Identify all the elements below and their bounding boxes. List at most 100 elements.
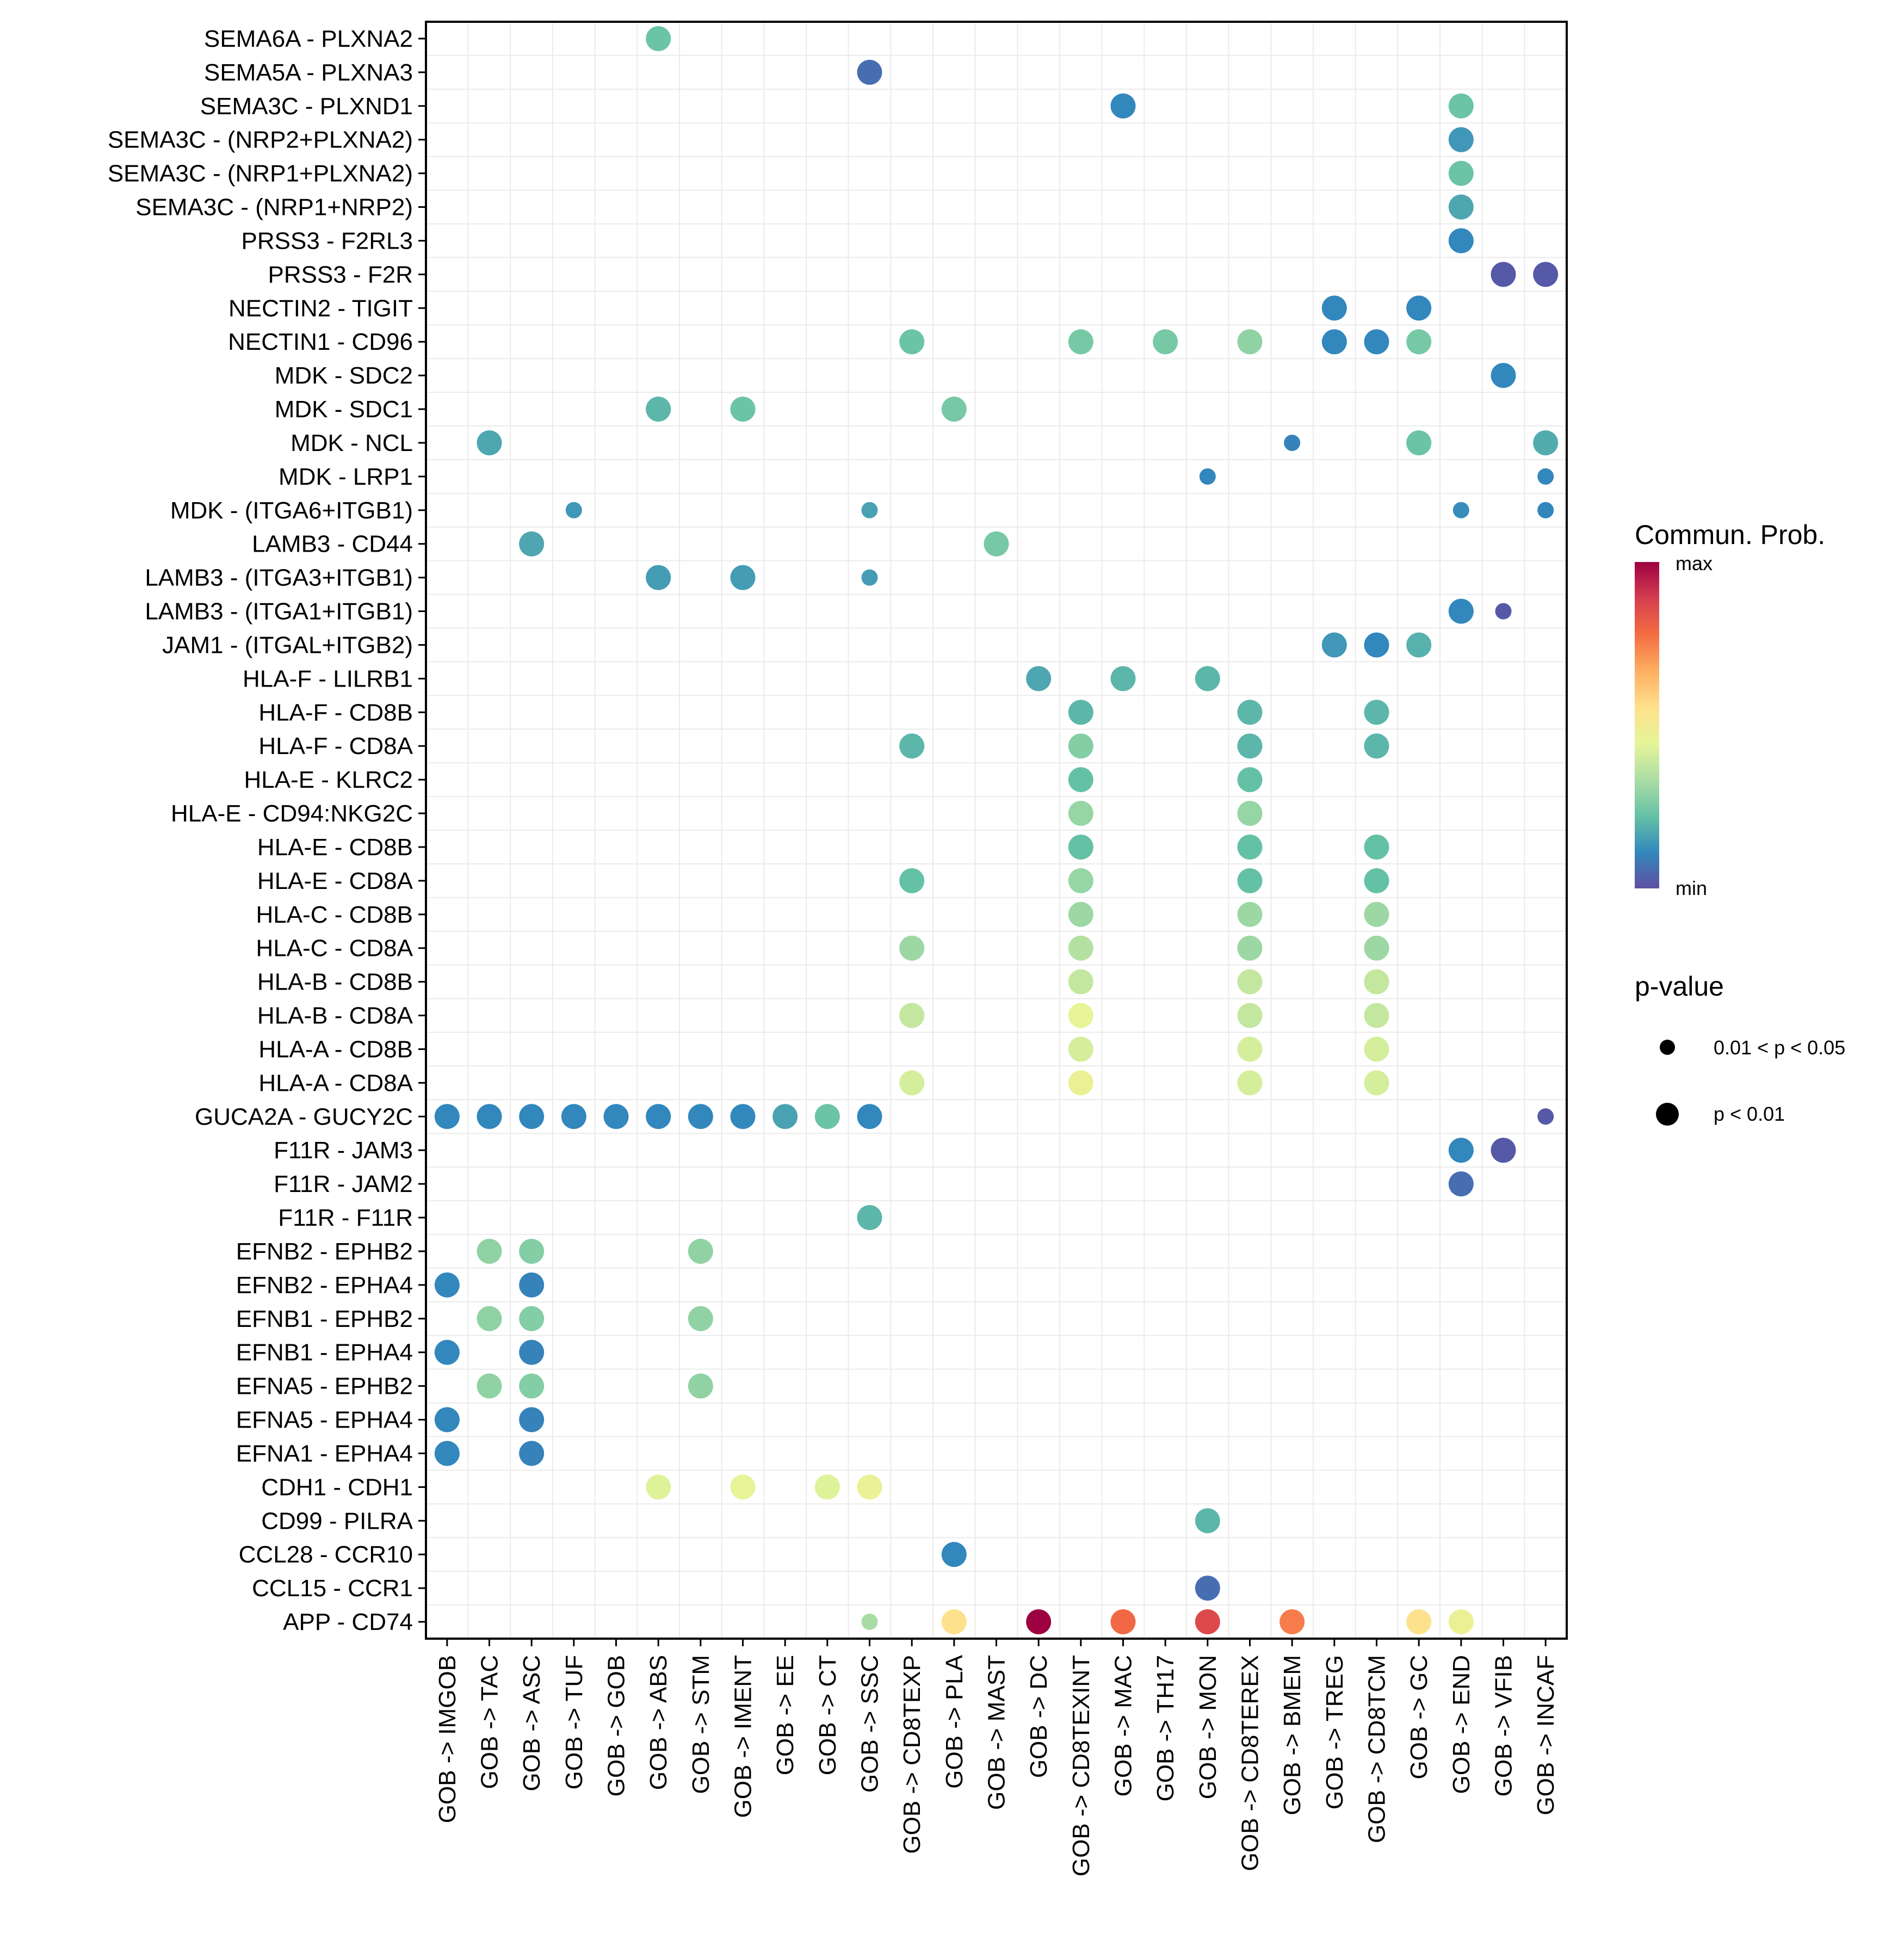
data-point <box>1448 228 1474 254</box>
x-tick-label: GOB -> CD8TEXINT <box>1068 1655 1095 1876</box>
y-tick-label: GUCA2A - GUCY2C <box>195 1103 413 1130</box>
y-tick-label: F11R - JAM3 <box>274 1137 413 1164</box>
legend: Commun. Prob. max min p-value 0.01 < p <… <box>1635 520 1845 1126</box>
data-point <box>1448 1171 1474 1197</box>
y-tick-label: HLA-C - CD8B <box>256 901 413 928</box>
data-point <box>1406 1609 1432 1635</box>
data-point <box>730 565 756 590</box>
x-tick-label: GOB -> GOB <box>603 1655 630 1796</box>
data-point <box>519 1339 545 1365</box>
data-point <box>1068 733 1093 759</box>
y-tick-label: HLA-B - CD8B <box>257 969 413 996</box>
data-point <box>1237 969 1263 995</box>
y-tick-label: SEMA5A - PLXNA3 <box>204 59 413 86</box>
data-point <box>561 1104 586 1129</box>
y-tick-label: EFNB1 - EPHA4 <box>236 1339 413 1366</box>
y-tick-label: CCL28 - CCR10 <box>239 1541 413 1568</box>
data-point <box>1068 700 1093 725</box>
size-legend-title: p-value <box>1635 971 1724 1002</box>
data-point <box>519 1373 545 1399</box>
data-point <box>519 1306 545 1331</box>
data-point <box>1068 767 1093 793</box>
data-point <box>1406 430 1432 455</box>
x-tick-label: GOB -> CT <box>814 1655 841 1775</box>
y-tick-label: SEMA3C - PLXND1 <box>200 93 413 120</box>
data-point <box>941 397 967 422</box>
data-point <box>1406 295 1432 321</box>
x-tick-label: GOB -> END <box>1448 1655 1475 1794</box>
data-point <box>1195 666 1220 691</box>
data-point <box>1364 969 1389 995</box>
data-point <box>857 1205 882 1231</box>
data-point <box>1195 1609 1220 1635</box>
size-legend-large-dot <box>1656 1103 1679 1126</box>
data-point <box>1364 1070 1389 1096</box>
y-tick-label: APP - CD74 <box>283 1609 413 1635</box>
data-point <box>1448 598 1474 624</box>
data-point <box>1364 733 1389 759</box>
data-point <box>1364 700 1389 725</box>
x-tick-label: GOB -> ASC <box>518 1655 545 1792</box>
x-tick-label: GOB -> MON <box>1195 1655 1221 1799</box>
size-legend-small-label: 0.01 < p < 0.05 <box>1714 1036 1845 1059</box>
data-point <box>857 59 882 85</box>
y-tick-label: PRSS3 - F2R <box>268 261 413 288</box>
x-tick-label: GOB -> MAC <box>1110 1655 1137 1796</box>
size-legend-large-label: p < 0.01 <box>1714 1103 1785 1125</box>
size-legend-small-dot <box>1660 1040 1675 1055</box>
y-tick-label: HLA-A - CD8B <box>258 1036 413 1063</box>
data-point <box>1237 868 1263 893</box>
x-tick-label: GOB -> CD8TCM <box>1364 1655 1390 1843</box>
data-point <box>1199 468 1216 485</box>
x-tick-label: GOB -> GC <box>1406 1655 1432 1780</box>
data-point <box>861 569 878 586</box>
x-tick-label: GOB -> TUF <box>561 1655 588 1789</box>
data-point <box>1237 733 1263 759</box>
data-point <box>730 397 756 422</box>
y-tick-label: CCL15 - CCR1 <box>252 1575 413 1602</box>
data-point <box>857 1104 882 1129</box>
y-axis-labels: SEMA6A - PLXNA2 SEMA5A - PLXNA3 SEMA3C - P… <box>108 26 426 1635</box>
y-tick-label: SEMA6A - PLXNA2 <box>204 26 413 52</box>
data-point <box>646 565 671 590</box>
data-point <box>1321 632 1347 658</box>
data-point <box>1533 262 1559 287</box>
y-tick-label: HLA-F - LILRB1 <box>243 665 413 692</box>
data-point <box>1364 868 1389 893</box>
data-point <box>1448 160 1474 186</box>
data-point <box>899 1003 925 1028</box>
data-point <box>1110 93 1136 119</box>
data-point <box>1068 834 1093 860</box>
data-point <box>1495 603 1512 620</box>
y-tick-label: HLA-A - CD8A <box>258 1070 413 1096</box>
data-point <box>1068 1003 1093 1028</box>
data-point <box>899 1070 925 1096</box>
data-point <box>1284 434 1301 451</box>
data-point <box>477 1306 502 1331</box>
data-point <box>899 935 925 961</box>
y-tick-label: LAMB3 - (ITGA3+ITGB1) <box>145 565 413 591</box>
data-point <box>1068 801 1093 826</box>
data-point <box>1364 632 1389 658</box>
y-tick-label: SEMA3C - (NRP1+NRP2) <box>135 194 413 221</box>
data-point <box>772 1104 798 1129</box>
data-point <box>1026 1609 1052 1635</box>
data-point <box>1533 430 1559 455</box>
data-point <box>1068 935 1093 961</box>
y-tick-label: MDK - (ITGA6+ITGB1) <box>170 497 413 524</box>
data-point <box>730 1474 756 1500</box>
data-point <box>1237 1070 1263 1096</box>
x-tick-label: GOB -> EE <box>772 1655 799 1775</box>
data-point <box>1110 666 1136 691</box>
data-point <box>1068 329 1093 355</box>
y-tick-label: HLA-F - CD8B <box>258 699 413 726</box>
data-point <box>1237 834 1263 860</box>
y-tick-label: NECTIN2 - TIGIT <box>228 295 413 322</box>
y-tick-label: EFNB2 - EPHA4 <box>236 1272 413 1299</box>
y-tick-label: SEMA3C - (NRP1+PLXNA2) <box>108 160 413 187</box>
data-point <box>1491 363 1516 388</box>
data-point <box>941 1542 967 1567</box>
data-point <box>1406 329 1432 355</box>
data-point <box>688 1373 713 1399</box>
data-point <box>519 1407 545 1432</box>
